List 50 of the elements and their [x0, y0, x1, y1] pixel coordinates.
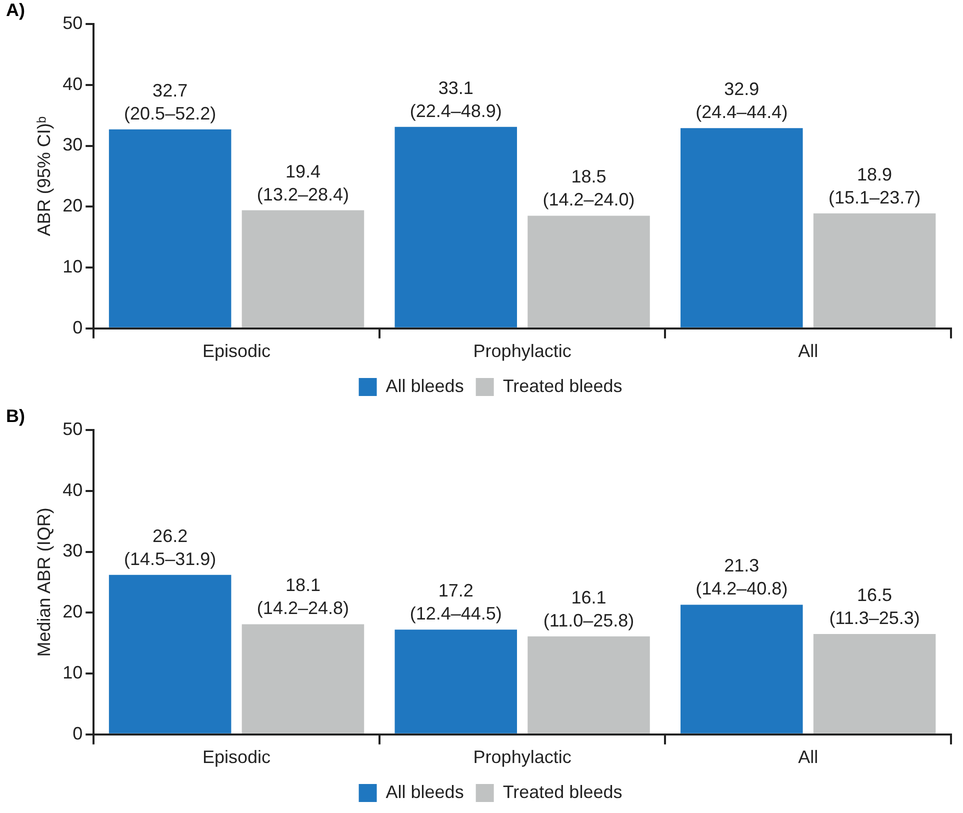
legend-label: All bleeds: [386, 376, 464, 396]
bar: [813, 634, 936, 734]
x-tick-label: All: [798, 341, 818, 362]
y-tick-label: 0: [72, 723, 83, 744]
y-tick-label: 50: [62, 12, 83, 33]
y-tick-label: 40: [62, 74, 83, 94]
y-tick-label: 10: [62, 662, 83, 682]
y-tick-label: 10: [62, 256, 83, 276]
bar: [108, 574, 232, 734]
data-label: 17.2 (12.4–44.5): [410, 580, 502, 624]
legend-label: Treated bleeds: [502, 782, 622, 802]
bar: [528, 216, 650, 328]
y-axis-title: ABR (95% CI)ᵇ: [34, 116, 54, 236]
data-label: 16.5 (11.3–25.3): [829, 584, 920, 628]
x-tick-label: Prophylactic: [473, 747, 572, 768]
y-axis-title: Median ABR (IQR): [34, 508, 54, 657]
bar: [394, 630, 517, 734]
data-label: 19.4 (13.2–28.4): [256, 161, 350, 204]
bar: [242, 210, 364, 328]
y-tick-label: 50: [62, 418, 83, 439]
data-label: 32.9 (24.4–44.4): [696, 79, 788, 122]
y-tick-label: 20: [62, 602, 83, 622]
data-label: 33.1 (22.4–48.9): [410, 78, 502, 121]
bar: [680, 604, 803, 734]
legend-label: All bleeds: [386, 782, 464, 802]
data-label: 18.1 (14.2–24.8): [256, 575, 350, 618]
bar: [813, 213, 936, 328]
y-tick-label: 30: [62, 134, 83, 155]
x-tick-label: All: [798, 747, 818, 768]
text: B): [6, 406, 25, 427]
data-label: 16.1 (11.0–25.8): [543, 587, 634, 630]
data-label: 32.7 (20.5–52.2): [124, 80, 216, 124]
data-label: 21.3 (14.2–40.8): [696, 556, 788, 599]
y-tick-label: 40: [62, 480, 83, 500]
bar: [242, 624, 364, 734]
data-label: 18.5 (14.2–24.0): [542, 166, 635, 210]
legend-label: Treated bleeds: [502, 376, 622, 396]
bar: [108, 129, 232, 328]
text: A): [6, 0, 25, 21]
y-tick-label: 20: [62, 196, 83, 216]
bar: [680, 128, 803, 328]
y-tick-label: 0: [72, 317, 83, 338]
data-label: 26.2 (14.5–31.9): [124, 526, 216, 569]
bar: [394, 126, 517, 328]
x-tick-label: Episodic: [202, 341, 271, 362]
x-tick-label: Prophylactic: [473, 341, 572, 362]
x-tick-label: Episodic: [202, 747, 271, 768]
bar: [528, 636, 650, 734]
y-tick-label: 30: [62, 540, 83, 561]
data-label: 18.9 (15.1–23.7): [828, 164, 921, 208]
